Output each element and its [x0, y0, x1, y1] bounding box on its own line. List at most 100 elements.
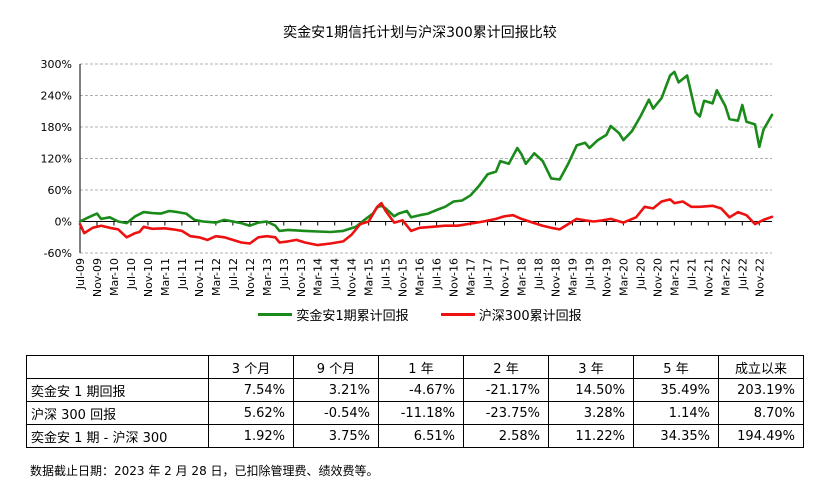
x-tick-label: Jul-11	[176, 258, 189, 290]
table-row-label: 奕金安 1 期回报	[26, 378, 209, 402]
table-cell: -4.67%	[378, 378, 464, 402]
x-tick-label: Mar-21	[668, 258, 681, 296]
x-tick-label: Nov-10	[142, 258, 155, 297]
x-tick-label: Mar-22	[719, 258, 732, 296]
table-cell: 6.51%	[378, 424, 464, 448]
legend-item-fund: 奕金安1期累计回报	[258, 305, 409, 324]
table-cell: 14.50%	[548, 378, 634, 402]
x-tick-label: Nov-16	[448, 258, 461, 297]
y-tick-label: 60%	[48, 184, 72, 197]
y-tick-label: 180%	[41, 121, 72, 134]
x-tick-label: Mar-13	[261, 258, 274, 296]
table-row-label: 沪深 300 回报	[26, 401, 209, 425]
table-header-cell: 3 个月	[208, 355, 294, 379]
table-row: 沪深 300 回报 5.62% -0.54% -11.18% -23.75% 3…	[26, 401, 804, 425]
x-tick-label: Nov-19	[600, 258, 613, 297]
table-row-label: 奕金安 1 期 - 沪深 300	[26, 424, 209, 448]
x-tick-label: Jul-12	[227, 258, 240, 290]
x-tick-label: Jul-14	[329, 258, 342, 290]
x-tick-label: Nov-14	[346, 258, 359, 297]
table-row: 奕金安 1 期 - 沪深 300 1.92% 3.75% 6.51% 2.58%…	[26, 424, 804, 448]
table-cell: -0.54%	[293, 401, 379, 425]
legend-label-fund: 奕金安1期累计回报	[296, 309, 409, 324]
x-tick-label: Nov-18	[549, 258, 562, 297]
x-tick-label: Jul-22	[736, 258, 749, 290]
legend-label-index: 沪深300累计回报	[478, 309, 582, 324]
y-tick-label: 0%	[55, 216, 72, 229]
x-tick-label: Nov-22	[753, 258, 766, 297]
table-header-row: 3 个月 9 个月 1 年 2 年 3 年 5 年 成立以来	[26, 355, 804, 379]
legend-item-index: 沪深300累计回报	[440, 305, 582, 324]
x-tick-label: Nov-11	[193, 258, 206, 297]
x-tick-label: Jul-17	[482, 258, 495, 290]
x-tick-label: Mar-12	[210, 258, 223, 296]
x-tick-label: Nov-21	[702, 258, 715, 297]
legend: 奕金安1期累计回报 沪深300累计回报	[0, 305, 840, 324]
table-cell: 11.22%	[548, 424, 634, 448]
y-tick-label: -60%	[44, 247, 72, 260]
table-header-cell: 3 年	[548, 355, 634, 379]
y-tick-label: 240%	[41, 90, 72, 103]
table-row: 奕金安 1 期回报 7.54% 3.21% -4.67% -21.17% 14.…	[26, 378, 804, 402]
table-header-cell: 2 年	[463, 355, 549, 379]
x-tick-label: Nov-20	[651, 258, 664, 297]
legend-swatch-fund	[258, 313, 293, 316]
x-tick-label: Mar-18	[516, 258, 529, 296]
x-tick-label: Jul-09	[74, 258, 87, 290]
x-tick-label: Jul-18	[533, 258, 546, 290]
line-chart: 300% 240% 180% 120% 60% 0% -60% Jul-09 Nov-09 Ma…	[41, 58, 774, 297]
table-header-cell: 5 年	[633, 355, 719, 379]
table-cell: -21.17%	[463, 378, 549, 402]
table-header-cell: 9 个月	[293, 355, 379, 379]
x-tick-label: Nov-09	[91, 258, 104, 297]
gridlines	[80, 63, 772, 254]
x-tick-label: Nov-13	[295, 258, 308, 297]
x-tick-labels: Jul-09 Nov-09 Mar-10 Jul-10 Nov-10 Mar-11 Jul-…	[74, 258, 766, 297]
x-tick-label: Mar-19	[566, 258, 579, 296]
table-header-cell: 成立以来	[718, 355, 804, 379]
x-tick-label: Mar-11	[159, 258, 172, 296]
x-tick-label: Jul-13	[278, 258, 291, 290]
table-cell: 1.92%	[208, 424, 294, 448]
x-tick-label: Mar-10	[108, 258, 121, 296]
table-cell: 5.62%	[208, 401, 294, 425]
y-tick-labels: 300% 240% 180% 120% 60% 0% -60%	[41, 58, 72, 260]
table-cell: 3.21%	[293, 378, 379, 402]
series-lines	[78, 70, 774, 247]
table-header-cell	[26, 355, 209, 379]
table-cell: 3.28%	[548, 401, 634, 425]
x-tick-label: Mar-20	[617, 258, 630, 296]
x-tick-label: Jul-19	[583, 258, 596, 290]
table-cell: 1.14%	[633, 401, 719, 425]
series-line-fund	[78, 70, 774, 234]
table-header-cell: 1 年	[378, 355, 464, 379]
x-tick-label: Jul-16	[431, 258, 444, 290]
table-cell: 3.75%	[293, 424, 379, 448]
x-tick-label: Mar-17	[465, 258, 478, 296]
series-line-index	[78, 198, 774, 247]
x-tick-label: Jul-15	[380, 258, 393, 290]
x-tick-label: Nov-17	[499, 258, 512, 297]
table-cell: 2.58%	[463, 424, 549, 448]
table-cell: 35.49%	[633, 378, 719, 402]
x-tick-label: Jul-21	[685, 258, 698, 290]
chart-title: 奕金安1期信托计划与沪深300累计回报比较	[283, 25, 557, 41]
table-cell: -23.75%	[463, 401, 549, 425]
legend-swatch-index	[440, 313, 475, 316]
table-cell: 34.35%	[633, 424, 719, 448]
table-cell: 7.54%	[208, 378, 294, 402]
x-tick-label: Jul-20	[634, 258, 647, 290]
table-cell: 203.19%	[718, 378, 804, 402]
x-tick-label: Nov-12	[244, 258, 257, 297]
x-tick-label: Jul-10	[125, 258, 138, 290]
y-tick-label: 300%	[41, 58, 72, 71]
y-tick-label: 120%	[41, 153, 72, 166]
x-tick-label: Mar-14	[312, 258, 325, 296]
returns-table: 3 个月 9 个月 1 年 2 年 3 年 5 年 成立以来 奕金安 1 期回报…	[26, 355, 804, 448]
x-tick-label: Mar-16	[414, 258, 427, 296]
table-cell: 194.49%	[718, 424, 804, 448]
x-tick-label: Nov-15	[397, 258, 410, 297]
table-cell: 8.70%	[718, 401, 804, 425]
x-tick-label: Mar-15	[363, 258, 376, 296]
table-cell: -11.18%	[378, 401, 464, 425]
